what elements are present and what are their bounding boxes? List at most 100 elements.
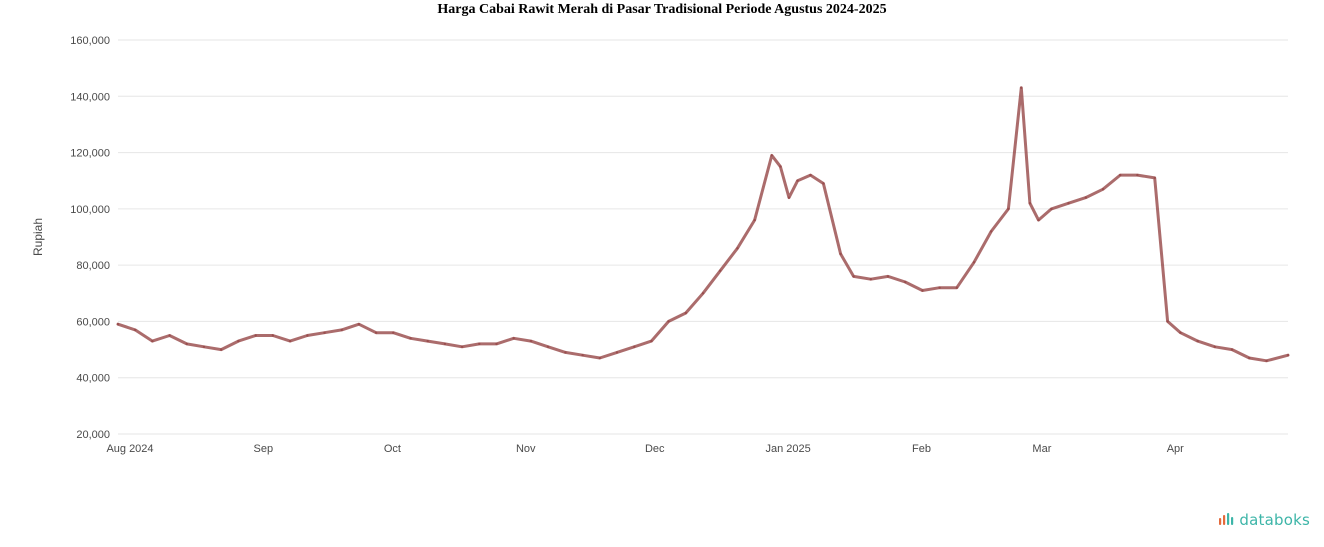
data-point: [753, 218, 756, 222]
data-point: [1136, 173, 1139, 177]
data-point: [271, 334, 275, 337]
x-tick-label: Oct: [384, 443, 401, 455]
data-point: [564, 351, 567, 354]
data-point: [151, 339, 154, 343]
data-point: [1119, 173, 1122, 177]
data-point: [306, 334, 309, 337]
x-tick-label: Sep: [254, 443, 274, 455]
data-point: [168, 334, 171, 337]
data-point: [1286, 354, 1290, 357]
data-point: [1028, 202, 1032, 205]
data-point: [1213, 345, 1217, 348]
databoks-logo-icon: [1219, 513, 1234, 525]
data-point: [990, 230, 993, 233]
data-point: [581, 354, 584, 357]
data-point: [822, 182, 825, 185]
data-point: [1265, 359, 1268, 362]
data-point: [392, 331, 395, 334]
data-point: [1067, 202, 1070, 205]
data-point: [955, 286, 958, 289]
data-point: [650, 339, 653, 343]
data-point: [1101, 188, 1105, 191]
y-tick-label: 80,000: [76, 260, 110, 272]
data-point: [237, 339, 240, 343]
data-point: [512, 337, 515, 340]
y-tick-label: 120,000: [70, 148, 110, 160]
data-point: [809, 173, 812, 177]
data-point: [1179, 331, 1182, 334]
series-layer: [116, 86, 1290, 363]
x-tick-label: Mar: [1032, 443, 1051, 455]
data-point: [460, 345, 464, 348]
grid-lines: [118, 39, 1288, 435]
data-point: [495, 342, 498, 346]
data-point: [719, 269, 722, 272]
data-point: [886, 275, 890, 278]
data-point: [938, 286, 941, 289]
data-point: [633, 345, 636, 348]
data-point: [220, 348, 223, 351]
x-tick-label: Aug 2024: [106, 443, 153, 455]
y-tick-label: 160,000: [70, 35, 110, 47]
chart-title: Harga Cabai Rawit Merah di Pasar Tradisi…: [437, 2, 887, 17]
data-point: [796, 179, 799, 182]
data-point: [1153, 176, 1156, 180]
y-tick-label: 100,000: [70, 204, 110, 216]
data-point: [546, 345, 550, 348]
x-axis-ticks: Aug 2024 Sep Oct Nov Dec Jan 2025 Feb Mar Apr: [106, 443, 1184, 455]
data-point: [869, 278, 872, 281]
data-point: [736, 247, 739, 250]
data-point: [374, 331, 378, 334]
data-point: [852, 275, 855, 278]
data-point: [478, 342, 481, 346]
data-point: [839, 252, 842, 256]
data-point: [529, 339, 533, 343]
data-point: [134, 328, 137, 332]
data-point: [288, 339, 292, 343]
data-point: [426, 339, 429, 343]
data-point: [904, 280, 907, 284]
y-tick-label: 140,000: [70, 91, 110, 103]
data-point: [1007, 207, 1010, 211]
x-tick-label: Apr: [1167, 443, 1184, 455]
data-point: [615, 351, 619, 354]
data-point: [921, 289, 924, 292]
y-tick-label: 20,000: [76, 429, 110, 441]
series-line: [116, 86, 1290, 363]
databoks-logo[interactable]: databoks: [1218, 511, 1310, 529]
data-point: [202, 345, 206, 348]
data-point: [185, 342, 188, 346]
data-point: [598, 356, 601, 360]
y-axis-label: Rupiah: [31, 218, 45, 256]
y-tick-label: 40,000: [76, 373, 110, 385]
x-tick-label: Nov: [516, 443, 536, 455]
y-tick-label: 60,000: [76, 316, 110, 328]
databoks-brand-name: databoks: [1239, 511, 1310, 529]
data-point: [1020, 86, 1023, 90]
data-point: [323, 331, 326, 334]
data-point: [116, 323, 120, 326]
data-point: [1050, 207, 1053, 211]
data-point: [443, 342, 447, 346]
x-tick-label: Dec: [645, 443, 665, 455]
data-point: [1248, 356, 1251, 360]
data-point: [667, 320, 670, 323]
data-point: [340, 328, 343, 332]
y-axis-ticks: 20,000 40,000 60,000 80,000 100,000 120,000 14…: [70, 35, 110, 441]
x-tick-label: Feb: [912, 443, 931, 455]
data-point: [779, 165, 782, 168]
data-point: [972, 261, 976, 264]
data-point: [1230, 348, 1234, 351]
x-tick-label: Jan 2025: [765, 443, 810, 455]
data-point: [1084, 196, 1088, 199]
data-point: [254, 334, 257, 337]
data-point: [1037, 218, 1040, 222]
data-point: [701, 292, 705, 295]
data-point: [684, 311, 687, 315]
data-point: [770, 154, 773, 157]
data-point: [787, 196, 791, 199]
data-point: [1196, 339, 1199, 343]
data-point: [409, 337, 412, 340]
data-point: [1166, 320, 1169, 323]
